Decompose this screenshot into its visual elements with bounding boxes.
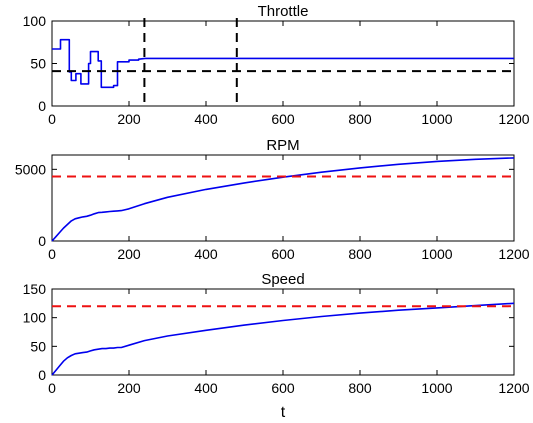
rpm-xtick-label: 600 bbox=[271, 246, 295, 262]
throttle-xtick-label: 200 bbox=[117, 111, 141, 127]
rpm-axes-frame bbox=[51, 154, 515, 242]
speed-xtick-label: 600 bbox=[271, 380, 295, 396]
speed-ytick-label: 150 bbox=[23, 281, 47, 297]
rpm-xtick-label: 1000 bbox=[421, 246, 452, 262]
speed-xtick-label: 200 bbox=[117, 380, 141, 396]
throttle-title: Throttle bbox=[258, 3, 309, 20]
speed-series-line bbox=[51, 302, 515, 376]
throttle-xtick-label: 1000 bbox=[421, 111, 452, 127]
rpm-title: RPM bbox=[266, 137, 299, 154]
throttle-xtick-label: 400 bbox=[194, 111, 218, 127]
speed-xlabel: t bbox=[281, 404, 286, 421]
rpm-xtick-label: 0 bbox=[48, 246, 56, 262]
throttle-ytick-label: 100 bbox=[23, 13, 47, 29]
rpm-xtick-label: 800 bbox=[348, 246, 372, 262]
speed-axes-frame bbox=[51, 288, 515, 376]
speed-xtick-label: 400 bbox=[194, 380, 218, 396]
throttle-ytick-label: 0 bbox=[38, 98, 46, 114]
speed-xtick-label: 1200 bbox=[498, 380, 529, 396]
speed-xtick-label: 0 bbox=[48, 380, 56, 396]
rpm-xtick-label: 200 bbox=[117, 246, 141, 262]
rpm-series-line bbox=[51, 157, 515, 242]
throttle-xtick-label: 0 bbox=[48, 111, 56, 127]
rpm-ytick-label: 0 bbox=[38, 233, 46, 249]
throttle-xtick-label: 800 bbox=[348, 111, 372, 127]
speed-panel: Speed t 0 200 400 600 800 1000 1200 0 50 100 150 bbox=[23, 271, 530, 421]
throttle-xtick-label: 600 bbox=[271, 111, 295, 127]
rpm-ytick-label: 5000 bbox=[15, 161, 46, 177]
speed-ytick-label: 50 bbox=[30, 338, 46, 354]
rpm-xtick-label: 1200 bbox=[498, 246, 529, 262]
speed-xtick-label: 1000 bbox=[421, 380, 452, 396]
speed-xtick-label: 800 bbox=[348, 380, 372, 396]
speed-ytick-label: 0 bbox=[38, 367, 46, 383]
throttle-panel: Throttle 0 200 400 600 800 1000 1200 0 50 100 bbox=[23, 3, 530, 127]
speed-ytick-label: 100 bbox=[23, 310, 47, 326]
throttle-ytick-label: 50 bbox=[30, 56, 46, 72]
rpm-xtick-label: 400 bbox=[194, 246, 218, 262]
throttle-axes-frame bbox=[51, 20, 515, 107]
speed-title: Speed bbox=[261, 271, 304, 288]
throttle-xtick-label: 1200 bbox=[498, 111, 529, 127]
rpm-panel: RPM 0 200 400 600 800 1000 1200 0 5000 bbox=[15, 137, 530, 262]
